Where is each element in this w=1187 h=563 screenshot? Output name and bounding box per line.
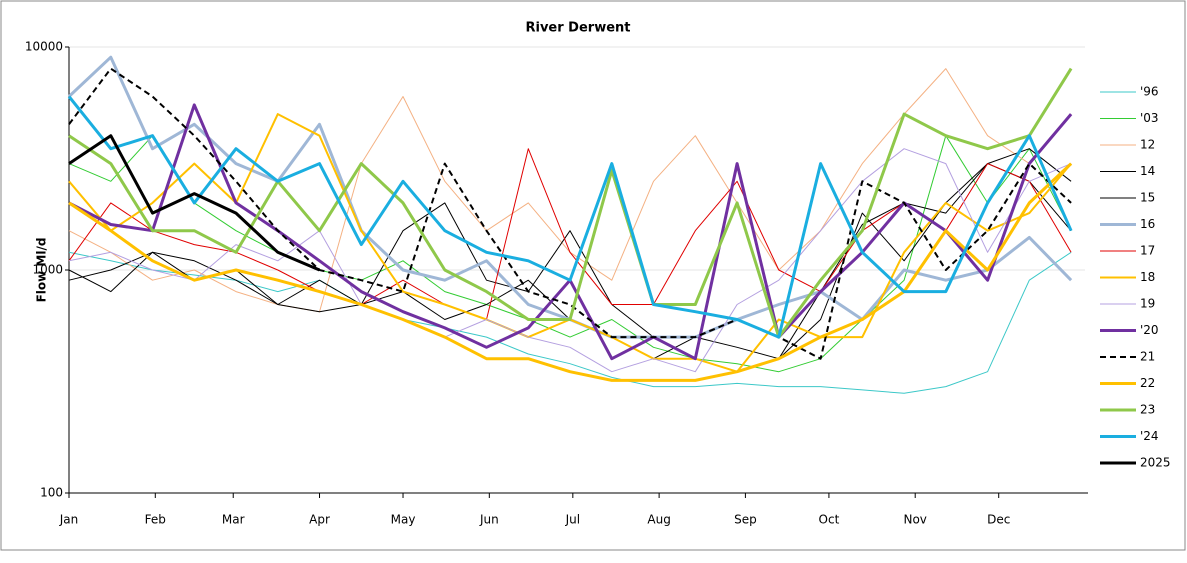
x-tick-label: Sep [734,513,757,527]
legend-label: 19 [1140,297,1155,311]
legend-label: '24 [1140,429,1159,443]
y-tick-label: 1000 [32,263,63,277]
legend-label: '96 [1140,85,1159,99]
series-line [68,148,1072,373]
y-tick-label: 10000 [25,40,63,54]
x-tick-label: Jun [479,513,499,527]
x-tick-label: Apr [309,513,330,527]
legend-label: 14 [1140,164,1155,178]
x-tick-label: Oct [819,513,840,527]
legend-label: '03 [1140,111,1159,125]
y-tick-label: 100 [40,486,63,500]
x-tick-label: Feb [145,513,166,527]
chart-border [0,0,1186,551]
legend-label: 16 [1140,217,1155,231]
legend-label: 18 [1140,270,1155,284]
legend-label: 12 [1140,138,1155,152]
y-axis-label: Flow Ml/d [35,238,49,303]
series-line [68,67,1072,360]
series-line [68,135,1072,373]
x-tick-label: Dec [987,513,1010,527]
series-line [67,95,1073,339]
legend-label: '20 [1140,323,1159,337]
legend-label: 23 [1140,403,1155,417]
legend-label: 15 [1140,191,1155,205]
x-tick-label: Mar [222,513,245,527]
x-tick-label: Jan [59,513,79,527]
x-tick-label: May [391,513,416,527]
series-line [68,67,1073,339]
legend-label: 22 [1140,376,1155,390]
x-tick-label: Nov [903,513,926,527]
legend-label: 21 [1140,350,1155,364]
legend-label: 17 [1140,244,1155,258]
x-tick-label: Jul [565,513,580,527]
chart-title: River Derwent [525,21,630,36]
x-tick-label: Aug [647,513,670,527]
series-line [68,134,321,272]
legend-label: 2025 [1140,456,1171,470]
